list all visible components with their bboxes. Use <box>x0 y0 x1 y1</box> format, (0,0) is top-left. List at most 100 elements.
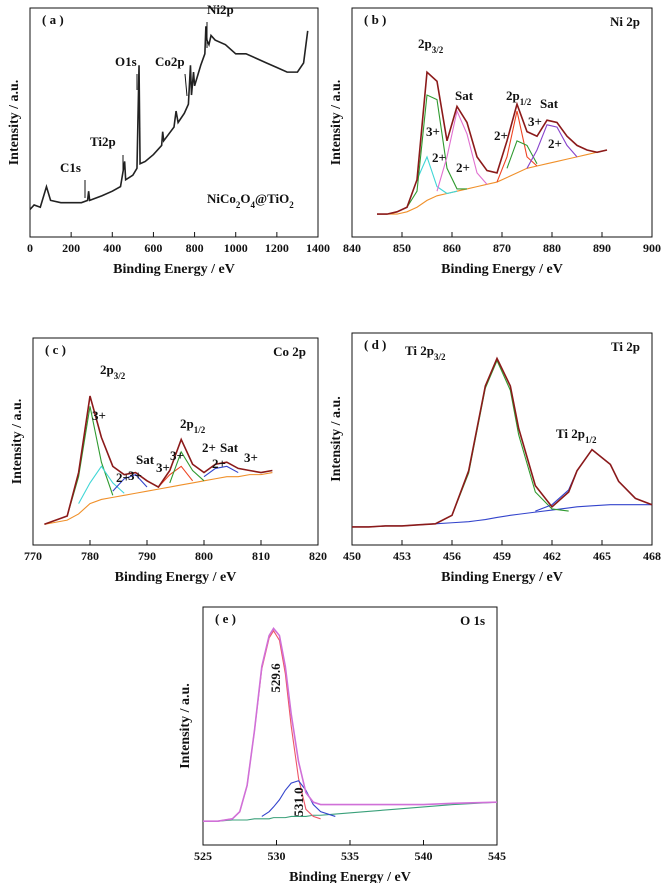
spectrum-line <box>435 359 569 525</box>
subscript: 3/2 <box>114 371 126 381</box>
panel-title: O 1s <box>460 613 485 628</box>
annotation: 2+ <box>116 470 130 485</box>
annotation: 531.0 <box>291 787 306 816</box>
annotation: 529.6 <box>268 663 283 693</box>
annotation: Ni2p <box>207 2 234 17</box>
x-tick-label: 545 <box>488 849 506 863</box>
spectrum-line <box>506 140 538 169</box>
x-tick-label: 400 <box>103 241 121 255</box>
annotation: Sat <box>136 452 155 467</box>
panel-label: ( a ) <box>42 12 64 27</box>
annotation: Ti 2p1/2 <box>556 426 597 445</box>
spectrum-line <box>203 627 498 822</box>
annotation: 2+ <box>456 160 470 175</box>
panel-title: Co 2p <box>273 344 306 359</box>
spectrum-line <box>169 450 205 484</box>
annotation: 3+ <box>92 408 106 423</box>
x-tick-label: 780 <box>81 549 99 563</box>
y-axis-label: Intensity / a.u. <box>329 396 344 482</box>
x-tick-label: 525 <box>194 849 212 863</box>
annotation: 3+ <box>128 468 142 483</box>
annotation: 2p3/2 <box>418 36 444 55</box>
annotation: 2p1/2 <box>180 416 206 435</box>
annotation: Sat <box>220 440 239 455</box>
annotation: C1s <box>60 160 81 175</box>
annotation-text: 3+ <box>244 450 258 465</box>
x-tick-label: 462 <box>543 549 561 563</box>
annotation-text: Ti 2p <box>556 426 585 441</box>
annotation-text: 2+ <box>548 136 562 151</box>
annotation-text: Co2p <box>155 54 185 69</box>
annotation: 2+ <box>212 456 226 471</box>
x-tick-label: 810 <box>252 549 270 563</box>
annotation-text: Sat <box>455 88 474 103</box>
y-axis-label: Intensity / a.u. <box>7 80 22 166</box>
subscript: 1/2 <box>520 97 532 107</box>
annotation: 3+ <box>244 450 258 465</box>
annotation-text: 2+ <box>116 470 130 485</box>
spectrum-line <box>44 395 273 526</box>
spectrum-line <box>157 465 194 488</box>
annotation-text: 2+ <box>202 440 216 455</box>
annotation-text: 3+ <box>426 124 440 139</box>
annotation-text: @TiO <box>255 191 289 206</box>
annotation-text: 2+ <box>212 456 226 471</box>
y-axis-label: Intensity / a.u. <box>329 80 344 166</box>
plot-frame <box>351 332 653 546</box>
x-tick-label: 453 <box>393 549 411 563</box>
x-tick-label: 1000 <box>224 241 248 255</box>
x-axis-label: Binding Energy / eV <box>289 870 411 883</box>
x-axis-label: Binding Energy / eV <box>441 262 563 277</box>
spectrum-line <box>261 780 336 817</box>
annotation-text: 3+ <box>528 114 542 129</box>
spectrum-line <box>44 472 273 525</box>
panel: 770 780 790 800 810 820 Binding Energy / eV Int… <box>10 337 327 585</box>
annotation: 3+ <box>156 460 170 475</box>
annotation: 2+ <box>202 440 216 455</box>
annotation-text: 3+ <box>128 468 142 483</box>
panel-title: Ti 2p <box>611 339 640 354</box>
x-tick-label: 900 <box>643 241 661 255</box>
x-tick-label: 468 <box>643 549 661 563</box>
x-tick-label: 800 <box>186 241 204 255</box>
plot-frame <box>29 7 319 238</box>
annotation-text: 2p <box>418 36 432 51</box>
annotation-text: Sat <box>540 96 559 111</box>
panel: 0 200 400 600 800 1000 1200 1400 Binding Energy … <box>7 2 330 277</box>
plot-frame <box>202 606 498 846</box>
panel-label: ( c ) <box>45 342 66 357</box>
spectrum-line <box>352 356 653 528</box>
x-tick-label: 880 <box>543 241 561 255</box>
x-tick-label: 790 <box>138 549 156 563</box>
subscript: 2 <box>236 200 241 210</box>
annotation: O1s <box>115 54 137 69</box>
panel-label: ( d ) <box>364 337 386 352</box>
x-axis-label: Binding Energy / eV <box>441 570 563 585</box>
annotation-text: 3+ <box>92 408 106 423</box>
x-tick-label: 600 <box>144 241 162 255</box>
spectrum-line <box>112 473 148 492</box>
annotation: 3+ <box>426 124 440 139</box>
annotation-text: 2p <box>100 362 114 377</box>
annotation-text: O <box>240 191 250 206</box>
annotation-text: Ti2p <box>90 134 116 149</box>
subscript: 3/2 <box>432 45 444 55</box>
subscript: 4 <box>251 200 256 210</box>
x-tick-label: 870 <box>493 241 511 255</box>
annotation: 3+ <box>170 448 184 463</box>
x-tick-label: 456 <box>443 549 461 563</box>
annotation-text: C1s <box>60 160 81 175</box>
y-axis-label: Intensity / a.u. <box>10 399 25 485</box>
annotation-text: 531.0 <box>291 787 306 816</box>
x-tick-label: 535 <box>341 849 359 863</box>
panel: 450 453 456 459 462 465 468 Binding Energy / eV… <box>329 332 661 585</box>
annotation: Sat <box>540 96 559 111</box>
annotation-text: 2p <box>506 88 520 103</box>
panel: 525 530 535 540 545 Binding Energy / eV Intens… <box>178 606 506 883</box>
x-tick-label: 1400 <box>306 241 330 255</box>
annotation-text: Ti 2p <box>405 343 434 358</box>
annotation: 2+ <box>548 136 562 151</box>
annotation: 2p1/2 <box>506 88 532 107</box>
panel-label: ( b ) <box>364 12 386 27</box>
